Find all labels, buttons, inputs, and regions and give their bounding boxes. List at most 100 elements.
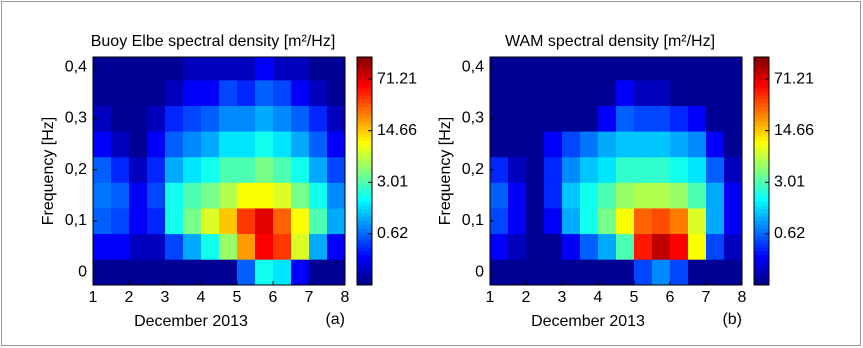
heatmap-cell (526, 156, 545, 183)
colorbar-step (357, 60, 372, 66)
heatmap-cell (255, 182, 274, 209)
heatmap-cell (93, 105, 112, 132)
heatmap-cell (562, 57, 581, 81)
heatmap-cell (634, 233, 653, 260)
colorbar-step (357, 79, 372, 85)
heatmap-cell (183, 208, 202, 235)
heatmap-cell (93, 259, 112, 286)
colorbar-step (754, 269, 769, 275)
heatmap-cell (598, 57, 617, 81)
heatmap-cell (219, 156, 238, 183)
heatmap-cell (219, 57, 238, 81)
heatmap-cell (724, 57, 743, 81)
colorbar-step (357, 216, 372, 221)
heatmap-cell (273, 57, 292, 81)
y-tick-label: 0,3 (462, 110, 484, 127)
heatmap-cell (93, 208, 112, 235)
colorbar-step (754, 83, 769, 88)
colorbar-step (357, 178, 372, 183)
y-tick-label: 0,3 (65, 110, 87, 127)
heatmap-cell (670, 131, 689, 158)
heatmap-cell (670, 208, 689, 235)
heatmap-cell (670, 259, 689, 286)
colorbar-step (357, 136, 372, 142)
heatmap-cell (724, 259, 743, 286)
heatmap-cell (201, 105, 220, 132)
colorbar-step (357, 273, 372, 278)
heatmap-cell (201, 80, 220, 106)
colorbar-step (754, 95, 769, 100)
colorbar-tick-label: 0.62 (377, 225, 408, 242)
heatmap-cell (490, 182, 509, 209)
colorbar-step (357, 98, 372, 104)
colorbar-step (357, 87, 372, 92)
colorbar-step (754, 193, 769, 199)
colorbar-step (754, 186, 769, 191)
colorbar-tick-label: 71.21 (774, 70, 814, 87)
heatmap-cell (309, 80, 328, 106)
heatmap-cell (634, 57, 653, 81)
heatmap-cell (634, 156, 653, 183)
heatmap-cell (219, 105, 238, 132)
colorbar-tick-label: 14.66 (377, 122, 417, 139)
heatmap-cell (688, 208, 707, 235)
heatmap-cell (147, 233, 166, 260)
heatmap-cell (93, 131, 112, 158)
heatmap-cell (219, 233, 238, 260)
heatmap-cell (273, 156, 292, 183)
heatmap-cell (706, 105, 725, 132)
heatmap-cell (508, 233, 527, 260)
heatmap-cell (111, 259, 130, 286)
heatmap-cell (616, 156, 635, 183)
heatmap-cell (670, 57, 689, 81)
heatmap-cell (327, 131, 346, 158)
heatmap-cell (165, 131, 184, 158)
colorbar-step (357, 102, 372, 107)
colorbar-step (754, 231, 769, 237)
colorbar-step (754, 212, 769, 218)
colorbar-step (754, 110, 769, 115)
colorbar-step (754, 174, 769, 180)
heatmap-cell (255, 80, 274, 106)
colorbar-step (357, 72, 372, 77)
heatmap-cell (201, 131, 220, 158)
heatmap-cell (544, 57, 563, 81)
heatmap-cell (111, 233, 130, 260)
plot-border (489, 56, 743, 286)
x-tick-label: 5 (630, 289, 639, 306)
colorbar-step (357, 110, 372, 115)
heatmap-cell (183, 259, 202, 286)
heatmap-cell (580, 259, 599, 286)
heatmap-cell (255, 208, 274, 235)
heatmap-cell (544, 182, 563, 209)
heatmap-cell (598, 233, 617, 260)
heatmap-cell (598, 105, 617, 132)
heatmap-cell (291, 156, 310, 183)
colorbar-step (754, 258, 769, 263)
heatmap-cell (111, 131, 130, 158)
colorbar-step (754, 68, 769, 73)
heatmap-cell (129, 208, 148, 235)
heatmap-cell (598, 156, 617, 183)
colorbar-step (754, 216, 769, 221)
colorbar-step (754, 163, 769, 168)
x-axis-label: December 2013 (531, 313, 645, 330)
colorbar-step (357, 144, 372, 149)
x-tick-label: 6 (269, 289, 278, 306)
colorbar-step (357, 247, 372, 252)
x-tick-label: 8 (341, 289, 350, 306)
heatmap-cell (273, 80, 292, 106)
heatmap-cell (598, 208, 617, 235)
x-tick-label: 2 (125, 289, 134, 306)
heatmap-cell (165, 156, 184, 183)
colorbar-step (754, 129, 769, 134)
heatmap-cell (688, 105, 707, 132)
heatmap-cell (634, 131, 653, 158)
heatmap-cell (201, 57, 220, 81)
colorbar-step (357, 159, 372, 164)
heatmap-cell (562, 156, 581, 183)
heatmap-cell (616, 259, 635, 286)
heatmap-cell (201, 233, 220, 260)
x-tick-label: 4 (594, 289, 603, 306)
